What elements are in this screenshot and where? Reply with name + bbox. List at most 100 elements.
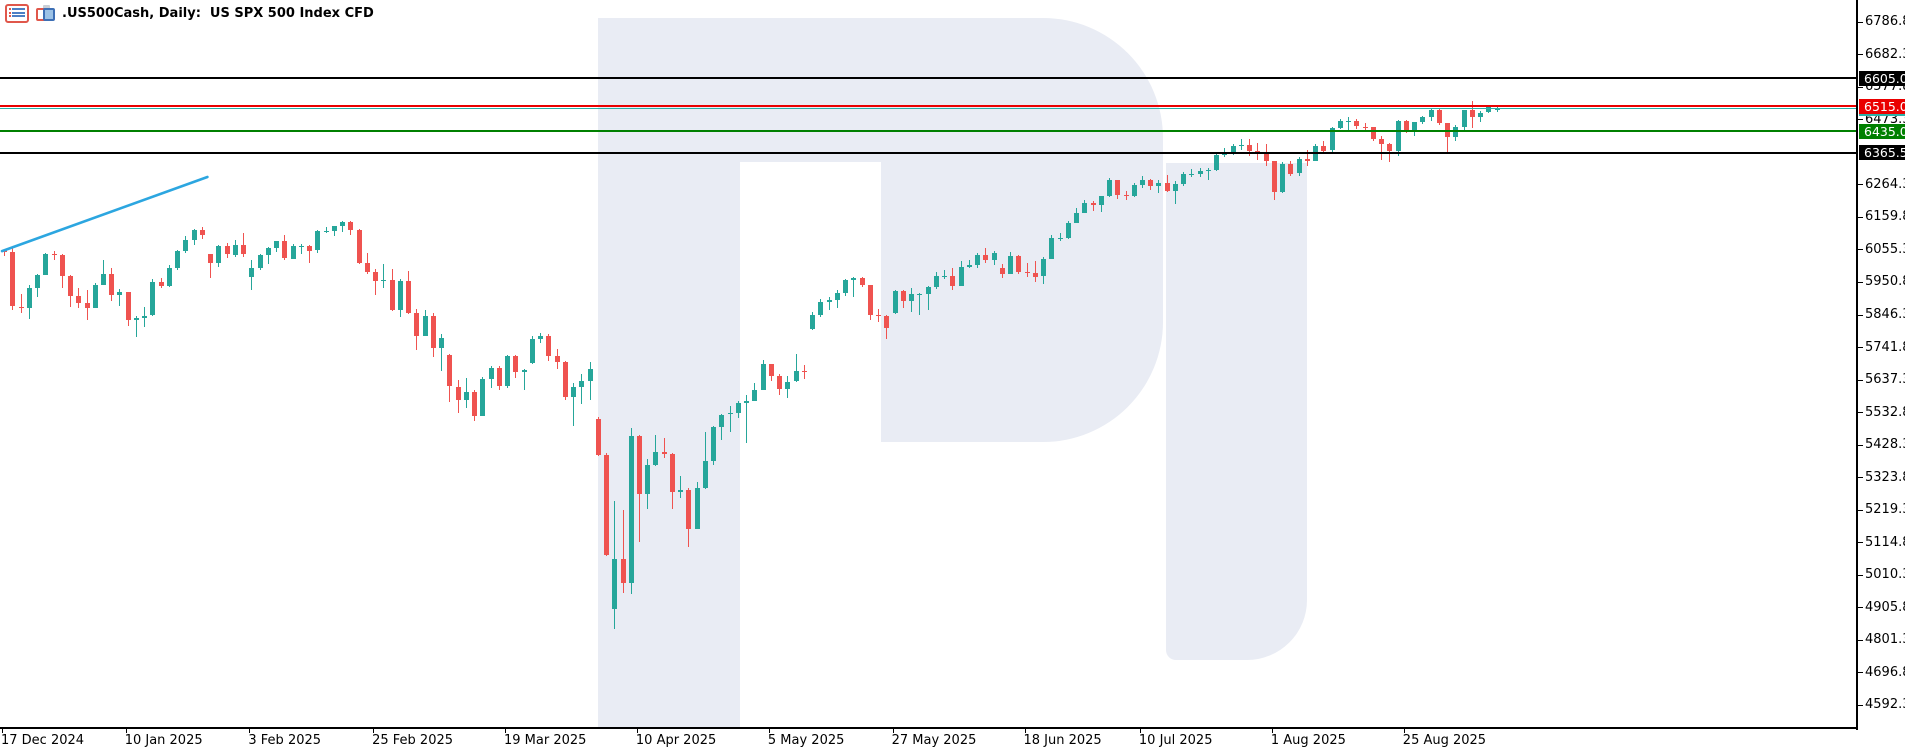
time-axis-tick [1403,729,1405,733]
candle [166,267,172,287]
price-axis-tick [1858,607,1863,609]
candle [356,229,362,263]
price-level-label: 6365.5 [1859,145,1905,161]
time-axis-tick [505,729,506,733]
horizontal-level-line[interactable] [0,77,1857,80]
candle [1197,171,1203,175]
candle-wick [103,260,104,286]
candle [538,336,543,339]
chart-windows-icon[interactable] [36,5,55,21]
time-axis-tick-label: 18 Jun 2025 [1023,733,1102,748]
candle [109,274,115,295]
candle [455,386,461,400]
chart-plot-area[interactable] [0,0,1857,728]
candle [1115,179,1121,196]
time-axis[interactable]: 17 Dec 2024 10 Jan 2025 3 Feb 2025 25 Feb 2… [0,728,1857,751]
candle [1436,110,1442,124]
price-axis-tick [1858,249,1863,251]
candle [735,403,741,414]
candle [834,292,840,300]
candle [719,414,725,427]
price-axis-tick [1858,509,1863,511]
candle-wick [919,292,921,315]
candle [620,558,626,584]
candle [265,247,271,255]
candle [818,301,824,316]
candle [1230,145,1236,154]
candle [554,356,560,363]
candle [628,435,634,584]
candle-wick [20,294,22,314]
candle [612,558,618,609]
candle [1321,145,1327,151]
horizontal-level-line[interactable] [0,130,1857,133]
candle [678,489,684,492]
candle [760,364,766,390]
candle-wick [135,315,137,338]
candle [1271,161,1277,193]
candle [35,274,40,289]
time-axis-tick-label: 10 Apr 2025 [635,733,717,748]
time-axis-tick [249,729,251,733]
candle [529,338,535,364]
candle [150,282,156,316]
candle [661,451,667,455]
time-axis-tick [125,729,127,733]
price-axis-tick [1858,639,1863,641]
time-axis-border [0,727,1858,729]
candle [331,226,337,231]
price-axis-tick-label: 5637.3 [1865,372,1905,387]
candle [1346,120,1352,122]
candle [1181,174,1187,185]
candle [257,254,263,269]
candle [241,244,247,254]
time-axis-tick-label: 19 Mar 2025 [504,733,587,748]
candle [208,254,214,263]
candle [859,278,865,286]
price-levels-layer [0,77,1857,154]
candle [1238,145,1244,147]
candle [933,276,939,287]
candle [925,286,931,295]
candle [133,317,139,321]
price-axis-tick-label: 5114.8 [1865,534,1905,550]
price-axis-tick-label: 4592.3 [1865,697,1905,713]
time-axis-tick-label: 1 Aug 2025 [1270,733,1346,748]
candle [422,315,428,336]
candle [843,279,849,293]
price-axis-tick [1858,184,1863,186]
price-axis-tick-label: 4905.8 [1865,599,1905,615]
candle [397,280,403,310]
candlestick-series [2,100,1500,630]
candle [785,381,791,389]
symbol-description: US SPX 500 Index CFD [209,5,374,21]
horizontal-level-line[interactable] [0,105,1857,108]
candle-wick [333,225,335,236]
quotes-list-icon[interactable] [5,3,29,23]
price-axis-tick [1858,314,1863,316]
price-axis-tick-label: 6159.8 [1865,209,1905,225]
candle-wick [1447,123,1449,155]
candle [282,240,288,259]
candle [876,314,882,316]
candle [571,387,576,398]
candle [686,489,692,529]
horizontal-level-line[interactable] [0,151,1857,154]
candle [1453,127,1459,138]
candle [851,278,857,280]
candle [579,380,585,388]
candle-wick [944,269,945,280]
candle [175,251,181,268]
candle-wick [622,510,624,594]
candle [958,266,964,286]
price-axis[interactable]: 6786.86682.36577.86473.36264.36159.86055… [1857,0,1905,728]
price-axis-tick [1858,379,1863,381]
candle [1205,170,1211,172]
candle [1090,202,1096,205]
candle-wick [1026,262,1028,278]
candle [216,245,222,263]
price-level-label: 6435.0 [1859,123,1905,139]
candle-wick [383,263,385,288]
candle [1032,272,1038,277]
candle-wick [704,431,706,489]
